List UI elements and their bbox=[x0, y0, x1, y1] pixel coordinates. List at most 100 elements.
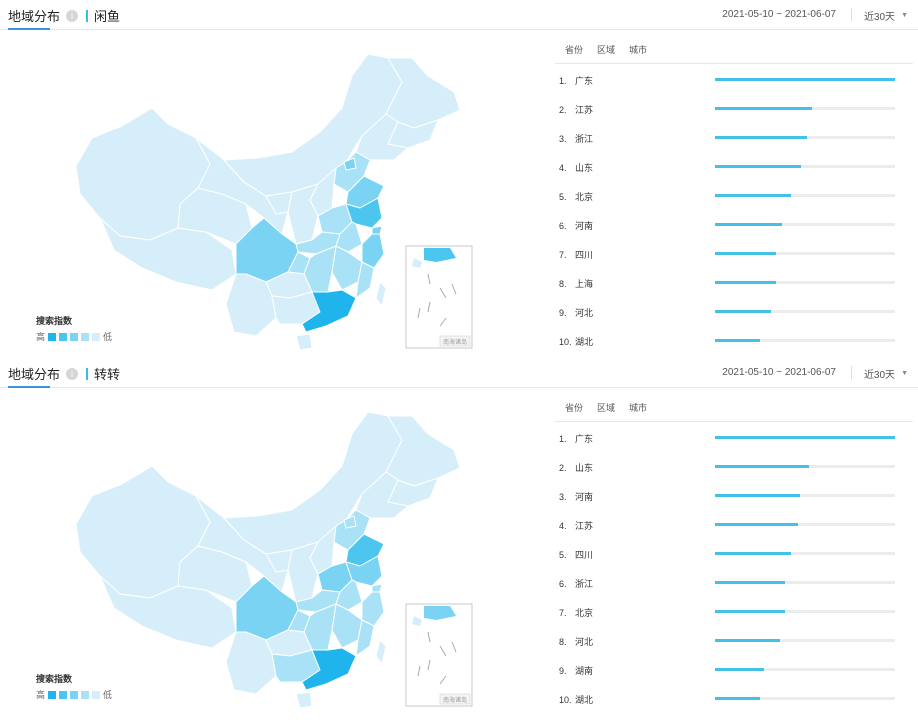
province-shanghai[interactable] bbox=[371, 583, 383, 593]
china-map-svg: 南海诸岛 bbox=[75, 53, 473, 351]
legend-low-label: 低 bbox=[103, 690, 113, 700]
legend-swatch bbox=[59, 690, 68, 699]
ranking-label: 5. 北京 bbox=[559, 190, 593, 203]
bar-fill bbox=[715, 310, 771, 313]
province-shaanxi[interactable] bbox=[287, 183, 319, 245]
province-name: 北京 bbox=[575, 608, 594, 618]
subtab-region[interactable]: 区域 bbox=[597, 45, 616, 55]
period-select[interactable]: 近30天 ▼ bbox=[864, 366, 908, 381]
tab-region-distribution[interactable]: 地域分布 i bbox=[8, 364, 79, 383]
ranking-row: 2. 山东 bbox=[555, 457, 913, 477]
province-zhejiang[interactable] bbox=[361, 233, 385, 269]
ranking-row: 1. 广东 bbox=[555, 70, 913, 90]
province-guangdong[interactable] bbox=[301, 647, 357, 691]
province-name: 山东 bbox=[575, 163, 594, 173]
ranking-row: 5. 四川 bbox=[555, 544, 913, 564]
province-shanghai[interactable] bbox=[371, 225, 383, 235]
province-heilongjiang[interactable] bbox=[385, 57, 461, 129]
period-select[interactable]: 近30天 ▼ bbox=[864, 8, 908, 23]
bar-fill bbox=[715, 194, 791, 197]
rank-number: 5. bbox=[559, 550, 567, 560]
caret-down-icon: ▼ bbox=[901, 370, 908, 377]
province-hainan[interactable] bbox=[295, 691, 313, 709]
tab-region-distribution[interactable]: 地域分布 i bbox=[8, 6, 79, 25]
bar-fill bbox=[715, 697, 760, 700]
legend-swatch bbox=[59, 332, 68, 341]
tab-app-zhuanzhuan[interactable]: 转转 bbox=[86, 364, 120, 383]
ranking-row: 3. 河南 bbox=[555, 486, 913, 506]
province-fujian[interactable] bbox=[355, 261, 375, 299]
legend-swatch bbox=[70, 690, 79, 699]
ranking-label: 10. 湖北 bbox=[559, 693, 593, 706]
date-range[interactable]: 2021-05-10 ~ 2021-06-07 bbox=[722, 367, 836, 378]
province-beijing[interactable] bbox=[343, 515, 357, 529]
ranking-list: 省份 区域 城市 1. 广东 2. 江苏 3. 浙江 4. 山东 5. 北京 6. 河南 7. 四川 8. 上… bbox=[555, 36, 913, 347]
tab-region-label: 地域分布 bbox=[8, 367, 61, 382]
rank-number: 8. bbox=[559, 279, 567, 289]
bar-fill bbox=[715, 136, 807, 139]
legend-high-label: 高 bbox=[36, 332, 46, 342]
ranking-row: 4. 江苏 bbox=[555, 515, 913, 535]
ranking-label: 5. 四川 bbox=[559, 548, 593, 561]
province-taiwan[interactable] bbox=[375, 281, 387, 307]
ranking-subtabs: 省份 区域 城市 bbox=[555, 394, 913, 422]
period-label: 近30天 bbox=[863, 12, 896, 23]
province-name: 江苏 bbox=[575, 521, 594, 531]
province-name: 湖北 bbox=[575, 695, 594, 705]
rank-number: 9. bbox=[559, 666, 567, 676]
province-zhejiang[interactable] bbox=[361, 591, 385, 627]
ranking-label: 6. 河南 bbox=[559, 219, 593, 232]
province-beijing[interactable] bbox=[343, 157, 357, 171]
bar-fill bbox=[715, 523, 798, 526]
info-icon[interactable]: i bbox=[66, 9, 79, 22]
province-guangdong[interactable] bbox=[301, 289, 357, 333]
province-taiwan[interactable] bbox=[375, 639, 387, 665]
divider bbox=[851, 8, 852, 21]
ranking-row: 6. 浙江 bbox=[555, 573, 913, 593]
period-label: 近30天 bbox=[863, 370, 896, 381]
legend-swatch bbox=[70, 332, 79, 341]
rank-number: 1. bbox=[559, 434, 567, 444]
subtab-city[interactable]: 城市 bbox=[629, 403, 648, 413]
subtab-region[interactable]: 区域 bbox=[597, 403, 616, 413]
ranking-label: 9. 湖南 bbox=[559, 664, 593, 677]
tab-app-xianyu[interactable]: 闲鱼 bbox=[86, 6, 120, 25]
bar-fill bbox=[715, 107, 812, 110]
bar-track bbox=[715, 78, 895, 81]
province-tibet[interactable] bbox=[99, 217, 237, 291]
province-fujian[interactable] bbox=[355, 619, 375, 657]
ranking-row: 6. 河南 bbox=[555, 215, 913, 235]
province-shaanxi[interactable] bbox=[287, 541, 319, 603]
panel-header: 地域分布 i 转转 2021-05-10 ~ 2021-06-07 近30天 ▼ bbox=[0, 358, 918, 388]
info-icon[interactable]: i bbox=[66, 367, 79, 380]
ranking-row: 9. 河北 bbox=[555, 302, 913, 322]
tab-region-label: 地域分布 bbox=[8, 9, 61, 24]
bar-fill bbox=[715, 252, 776, 255]
rank-number: 2. bbox=[559, 105, 567, 115]
bar-track bbox=[715, 194, 895, 197]
subtab-province[interactable]: 省份 bbox=[565, 403, 584, 413]
subtab-city[interactable]: 城市 bbox=[629, 45, 648, 55]
rank-number: 4. bbox=[559, 521, 567, 531]
rank-number: 8. bbox=[559, 637, 567, 647]
province-tibet[interactable] bbox=[99, 575, 237, 649]
south-china-sea-inset: 南海诸岛 bbox=[405, 603, 473, 707]
map-legend: 搜索指数 高 低 bbox=[36, 314, 112, 343]
province-name: 上海 bbox=[575, 279, 594, 289]
province-name: 江苏 bbox=[575, 105, 594, 115]
date-range[interactable]: 2021-05-10 ~ 2021-06-07 bbox=[722, 9, 836, 20]
province-name: 浙江 bbox=[575, 579, 594, 589]
subtab-province[interactable]: 省份 bbox=[565, 45, 584, 55]
bar-track bbox=[715, 136, 895, 139]
legend-high-label: 高 bbox=[36, 690, 46, 700]
ranking-label: 3. 浙江 bbox=[559, 132, 593, 145]
ranking-label: 8. 河北 bbox=[559, 635, 593, 648]
legend-title: 搜索指数 bbox=[36, 674, 73, 684]
south-china-sea-inset: 南海诸岛 bbox=[405, 245, 473, 349]
rank-number: 5. bbox=[559, 192, 567, 202]
inset-label: 南海诸岛 bbox=[443, 338, 467, 346]
divider bbox=[851, 366, 852, 379]
province-heilongjiang[interactable] bbox=[385, 415, 461, 487]
ranking-label: 9. 河北 bbox=[559, 306, 593, 319]
province-hainan[interactable] bbox=[295, 333, 313, 351]
